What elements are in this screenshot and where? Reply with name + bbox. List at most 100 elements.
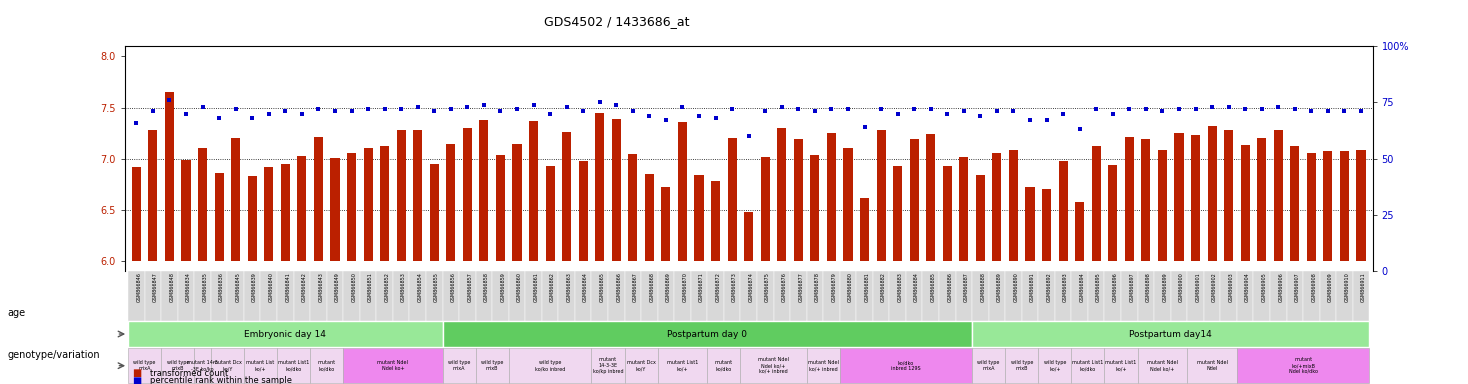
Bar [959,157,969,261]
Bar [298,156,307,261]
Text: GSM866883: GSM866883 [897,272,903,302]
Bar [810,155,819,261]
FancyBboxPatch shape [442,348,476,383]
Bar [446,144,455,261]
Bar [1290,146,1299,261]
Text: GSM866858: GSM866858 [484,272,489,302]
Bar [678,122,687,261]
Bar [1058,161,1067,261]
Point [655,118,678,124]
FancyBboxPatch shape [1188,271,1204,321]
FancyBboxPatch shape [1304,271,1320,321]
Point [1135,106,1158,112]
Bar [662,187,671,261]
FancyBboxPatch shape [410,271,426,321]
Point [1019,118,1042,124]
Point [903,106,926,112]
FancyBboxPatch shape [128,348,161,383]
Point [1051,111,1075,117]
Text: mutant
ko/+mixB
Ndel ko/dko: mutant ko/+mixB Ndel ko/dko [1289,358,1318,374]
Point [1167,106,1191,112]
Point [257,111,280,117]
Bar [694,175,703,261]
Text: GSM866881: GSM866881 [865,272,869,302]
FancyBboxPatch shape [244,348,277,383]
Text: GSM866906: GSM866906 [1279,272,1283,302]
FancyBboxPatch shape [1138,348,1188,383]
Bar [496,155,505,261]
FancyBboxPatch shape [1088,271,1104,321]
Text: GSM866873: GSM866873 [733,272,737,302]
Point [323,108,346,114]
Text: GSM866859: GSM866859 [501,272,505,302]
Bar [744,212,753,261]
Bar [644,174,653,261]
Point [125,119,148,126]
FancyBboxPatch shape [1238,271,1254,321]
Bar [1042,189,1051,261]
FancyBboxPatch shape [509,348,592,383]
Bar [148,130,157,261]
Text: Postpartum day14: Postpartum day14 [1129,329,1213,339]
Text: GSM866895: GSM866895 [1097,272,1101,302]
Bar [380,146,389,261]
Point [621,108,644,114]
Bar [462,128,471,261]
FancyBboxPatch shape [724,271,740,321]
FancyBboxPatch shape [442,271,459,321]
Text: GSM866848: GSM866848 [169,272,175,302]
FancyBboxPatch shape [1138,271,1154,321]
Text: GSM866862: GSM866862 [550,272,555,302]
FancyBboxPatch shape [988,271,1006,321]
Point [473,102,496,108]
FancyBboxPatch shape [1038,271,1055,321]
Point [291,111,314,117]
Bar [1124,137,1133,261]
Bar [330,158,339,261]
FancyBboxPatch shape [806,348,840,383]
FancyBboxPatch shape [806,271,824,321]
Text: GSM866908: GSM866908 [1311,272,1317,302]
Text: wild type
ko/+: wild type ko/+ [1044,360,1066,371]
Point [589,99,612,106]
Point [357,106,380,112]
Text: GSM866890: GSM866890 [1013,272,1019,302]
Bar [910,139,919,261]
FancyBboxPatch shape [1006,348,1038,383]
Bar [364,149,373,261]
FancyBboxPatch shape [492,271,509,321]
FancyBboxPatch shape [708,271,724,321]
FancyBboxPatch shape [691,271,708,321]
Point [571,108,595,114]
Point [1249,106,1273,112]
Point [771,104,794,110]
Point [935,111,959,117]
Text: GSM866875: GSM866875 [765,272,771,302]
Text: GSM866909: GSM866909 [1329,272,1333,302]
FancyBboxPatch shape [509,271,526,321]
Text: GSM866841: GSM866841 [285,272,291,302]
FancyBboxPatch shape [244,271,260,321]
Point [753,108,777,114]
FancyBboxPatch shape [211,271,228,321]
Point [721,106,744,112]
Point [605,102,628,108]
Bar [214,173,223,261]
Text: Embryonic day 14: Embryonic day 14 [244,329,326,339]
FancyBboxPatch shape [194,348,211,383]
Bar [992,152,1001,261]
FancyBboxPatch shape [1072,271,1088,321]
FancyBboxPatch shape [1154,271,1170,321]
Point [1117,106,1141,112]
Text: mutant List
ko/+: mutant List ko/+ [247,360,275,371]
Text: GSM866870: GSM866870 [683,272,687,302]
Point [389,106,413,112]
FancyBboxPatch shape [856,271,873,321]
Point [1001,108,1025,114]
Point [969,113,992,119]
FancyBboxPatch shape [608,271,624,321]
Text: mutant
ko/dko: mutant ko/dko [715,360,733,371]
FancyBboxPatch shape [658,271,674,321]
Text: GSM866887: GSM866887 [964,272,969,302]
FancyBboxPatch shape [178,271,194,321]
